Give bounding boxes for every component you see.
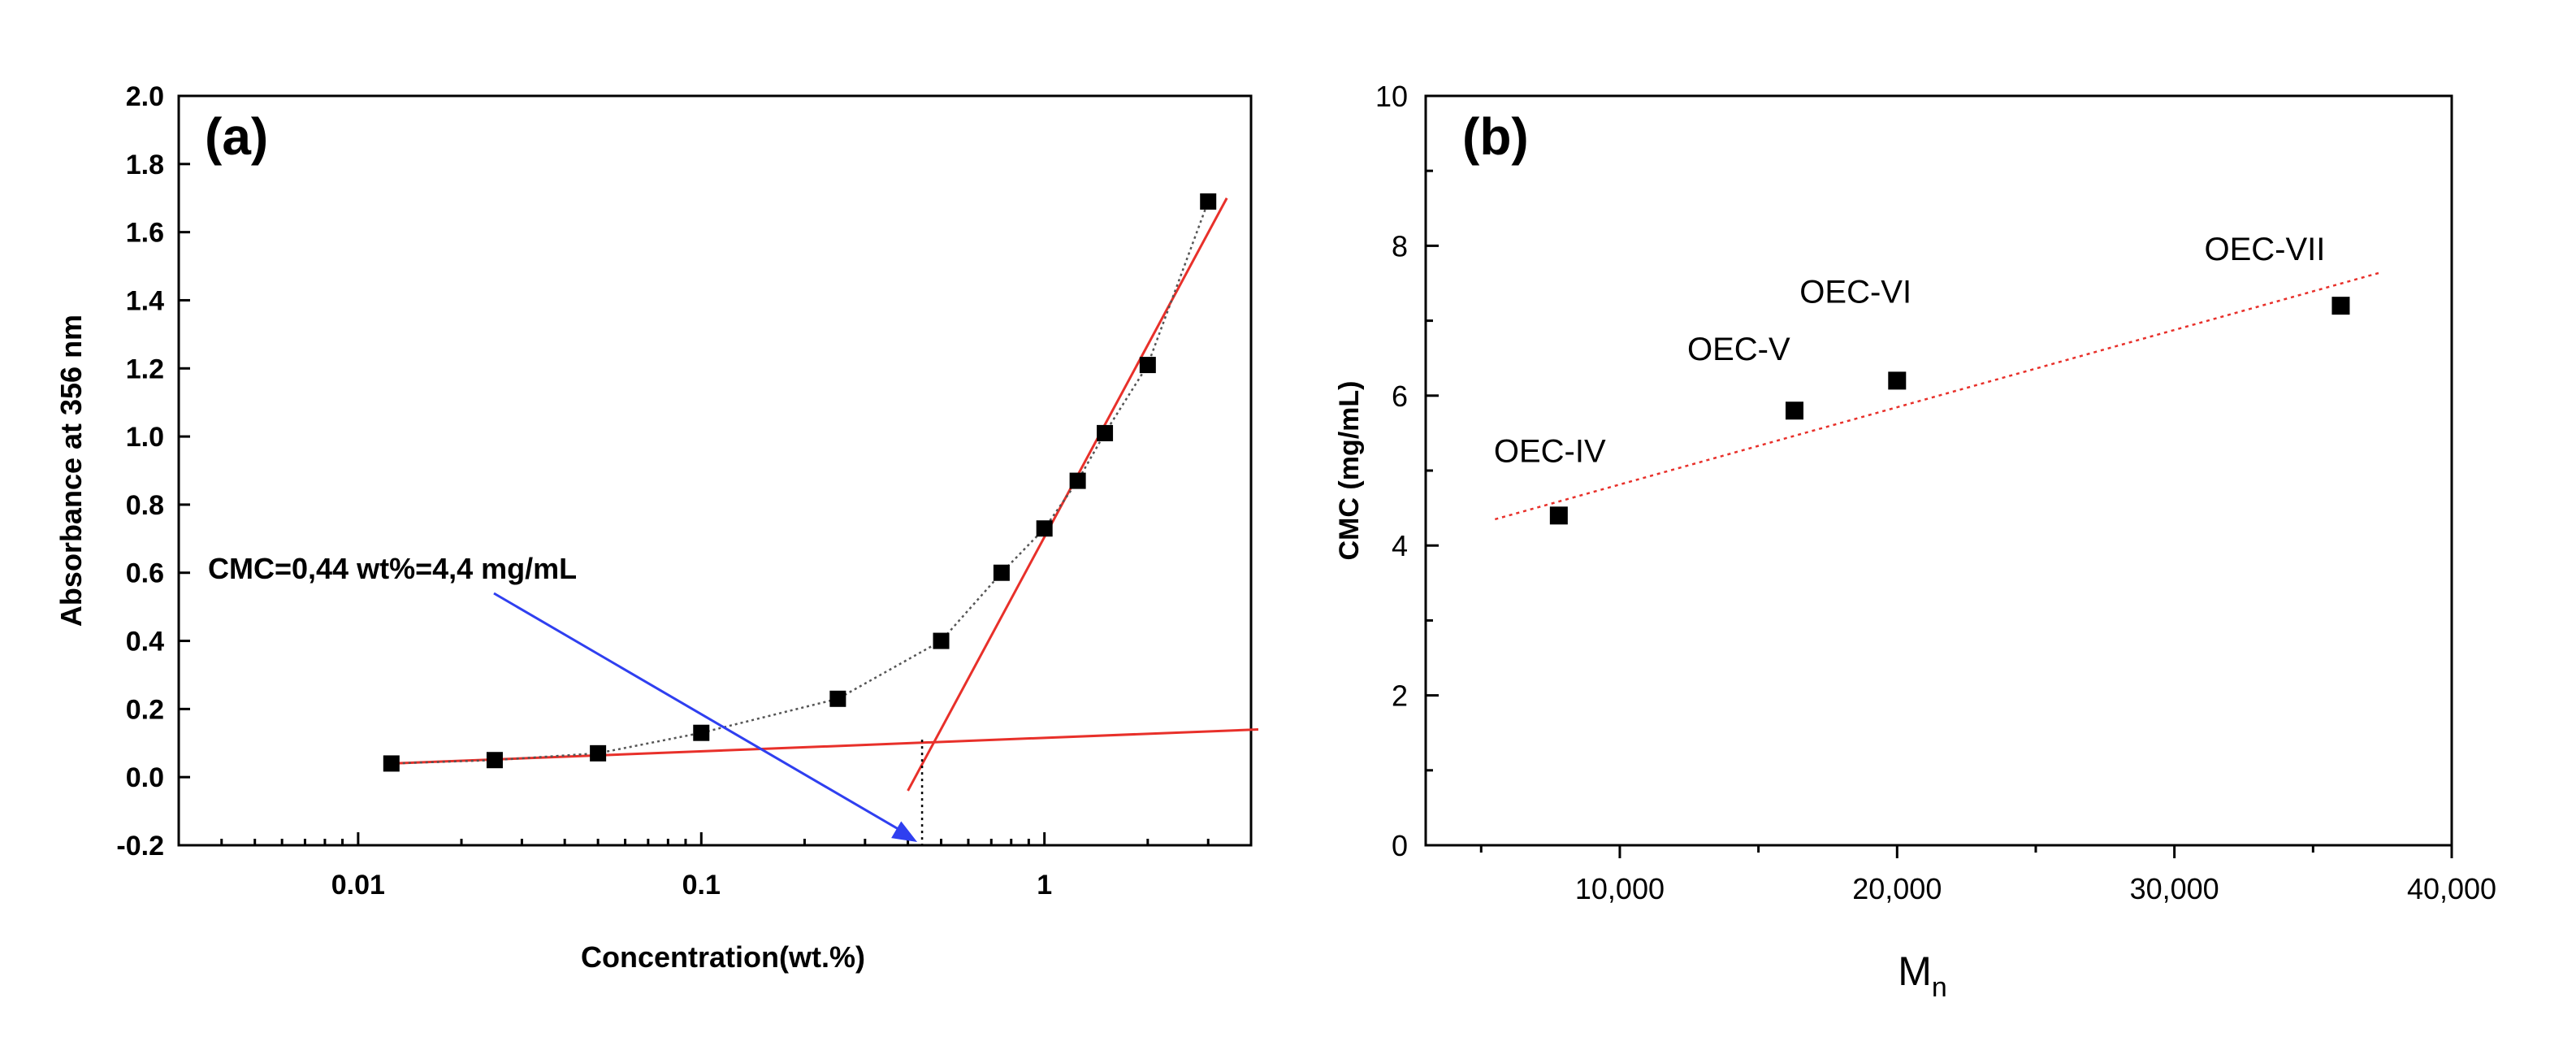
data-point — [1139, 357, 1156, 374]
x-tick-label: 0.1 — [682, 870, 721, 901]
data-point — [693, 724, 710, 741]
panel-b-y-axis-title: CMC (mg/mL) — [1334, 381, 1365, 561]
y-tick-label: 1.6 — [126, 218, 164, 249]
panel-b-x-axis-title-main: M — [1898, 948, 1932, 994]
data-point — [1785, 401, 1803, 420]
panel-b-x-axis-title-subscript: n — [1932, 972, 1947, 1003]
panel-b-plot-frame — [1424, 94, 2453, 847]
panel-a-label: (a) — [205, 107, 268, 166]
panel-a-y-ticks: -0.2 0.0 0.2 0.4 0.6 0.8 1.0 1.2 1.4 1.6 1.8 2.0 — [116, 81, 190, 862]
point-label: OEC-VI — [1799, 274, 1911, 310]
point-label: OEC-IV — [1494, 433, 1606, 469]
y-tick-label: 6 — [1392, 380, 1408, 413]
data-point — [1888, 371, 1907, 390]
panel-b-x-axis-title: Mn — [1898, 948, 1947, 1003]
y-tick-label: 2.0 — [126, 81, 164, 112]
y-tick-label: 0.6 — [126, 558, 164, 589]
y-tick-label: 1.8 — [126, 150, 164, 180]
data-point — [1097, 424, 1114, 441]
data-point — [933, 632, 950, 649]
cmc-arrow-shaft — [493, 592, 902, 832]
data-point — [1549, 506, 1568, 525]
point-label: OEC-VII — [2204, 232, 2325, 267]
data-point — [829, 690, 846, 707]
y-tick-label: 4 — [1392, 529, 1408, 562]
data-point — [590, 744, 607, 762]
panel-b: (b) 0 2 4 6 8 10 10,000 20,000 30,000 40,000 CMC… — [1334, 80, 2496, 1003]
data-point — [1036, 520, 1053, 537]
cmc-arrow-head — [891, 821, 918, 842]
panel-b-data-points — [1549, 297, 2350, 525]
data-point — [1200, 193, 1217, 210]
data-point — [383, 755, 400, 772]
panel-a-cmc-annotation: CMC=0,44 wt%=4,4 mg/mL — [208, 552, 924, 845]
panel-b-fit-line — [1495, 271, 2383, 521]
x-tick-label: 30,000 — [2130, 872, 2219, 905]
point-label: OEC-V — [1687, 332, 1790, 367]
y-tick-label: 1.4 — [126, 285, 164, 316]
panel-a-plot-frame — [177, 94, 1253, 847]
fit-line — [391, 728, 1259, 765]
panel-a-x-axis-title: Concentration(wt.%) — [581, 940, 865, 974]
data-point — [993, 564, 1010, 581]
y-tick-label: 8 — [1392, 229, 1408, 263]
cmc-annotation-text: CMC=0,44 wt%=4,4 mg/mL — [208, 552, 577, 585]
y-tick-label: 0.4 — [126, 627, 164, 658]
x-tick-label: 40,000 — [2407, 872, 2496, 905]
panel-a-data-points — [383, 193, 1217, 772]
series-connector — [391, 201, 1210, 765]
panel-a-y-axis-title: Absorbance at 356 nm — [54, 315, 88, 627]
y-tick-label: -0.2 — [116, 831, 164, 862]
data-point — [2331, 297, 2350, 315]
y-tick-label: 0.0 — [126, 762, 164, 793]
panel-b-y-ticks: 0 2 4 6 8 10 — [1375, 80, 1439, 862]
panel-b-point-labels: OEC-IV OEC-V OEC-VI OEC-VII — [1494, 232, 2326, 469]
y-tick-label: 0.2 — [126, 694, 164, 725]
x-tick-label: 20,000 — [1852, 872, 1942, 905]
y-tick-label: 0 — [1392, 829, 1408, 862]
panel-b-x-ticks: 10,000 20,000 30,000 40,000 — [1479, 845, 2496, 905]
y-tick-label: 10 — [1375, 80, 1408, 113]
data-point — [1069, 472, 1086, 489]
x-tick-label: 0.01 — [331, 870, 385, 901]
panel-a: (a) -0.2 0.0 0.2 0.4 0.6 0.8 1.0 1.2 1.4 1.6 1.8 2.… — [54, 81, 1259, 974]
data-point — [486, 752, 503, 769]
panel-b-label: (b) — [1462, 107, 1529, 166]
panel-a-connecting-line — [391, 201, 1210, 765]
y-tick-label: 0.8 — [126, 490, 164, 521]
y-tick-label: 2 — [1392, 679, 1408, 713]
fit-line — [907, 197, 1228, 792]
fit-line — [1495, 271, 2383, 521]
x-tick-label: 1 — [1037, 870, 1052, 901]
y-tick-label: 1.0 — [126, 422, 164, 453]
panel-a-x-ticks: 0.01 0.1 1 — [220, 832, 1210, 901]
y-tick-label: 1.2 — [126, 354, 164, 384]
x-tick-label: 10,000 — [1575, 872, 1665, 905]
